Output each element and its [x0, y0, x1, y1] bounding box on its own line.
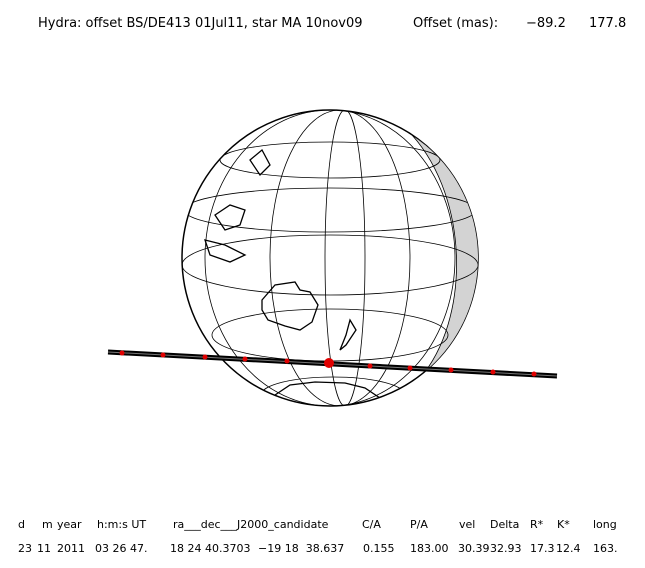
column-header: m [42, 518, 53, 531]
cell: 2011 [57, 542, 85, 555]
column-header: vel [459, 518, 475, 531]
column-header: d [18, 518, 25, 531]
title: Hydra: offset BS/DE413 01Jul11, star MA … [38, 16, 363, 31]
column-header: long [593, 518, 617, 531]
column-header: P/A [410, 518, 428, 531]
cell: 23 [18, 542, 32, 555]
globe [107, 109, 558, 407]
cell: 11 [37, 542, 51, 555]
column-header: C/A [362, 518, 381, 531]
column-header: year [57, 518, 82, 531]
column-header: h:m:s UT [97, 518, 146, 531]
offset-label: Offset (mas): [413, 16, 498, 31]
cell: −19 18 38.637 [258, 542, 344, 555]
column-header: K* [557, 518, 570, 531]
cell: 12.4 [556, 542, 581, 555]
offset-value: −89.2 [526, 16, 566, 31]
column-header: R* [530, 518, 544, 531]
cell: 30.39 [458, 542, 490, 555]
cell: 17.3 [530, 542, 555, 555]
table: d m year h:m:s UT ra___dec___J2000_candi… [18, 518, 618, 555]
cell: 32.93 [490, 542, 522, 555]
cell: 0.155 [363, 542, 395, 555]
cell: 183.00 [410, 542, 449, 555]
column-header: ra___dec___J2000_candidate [173, 518, 329, 531]
cell: 03 26 47. [95, 542, 147, 555]
cell: 163. [593, 542, 618, 555]
cell: 18 24 40.3703 [170, 542, 250, 555]
column-header: Delta [490, 518, 519, 531]
offset-value: 177.8 [589, 16, 626, 31]
